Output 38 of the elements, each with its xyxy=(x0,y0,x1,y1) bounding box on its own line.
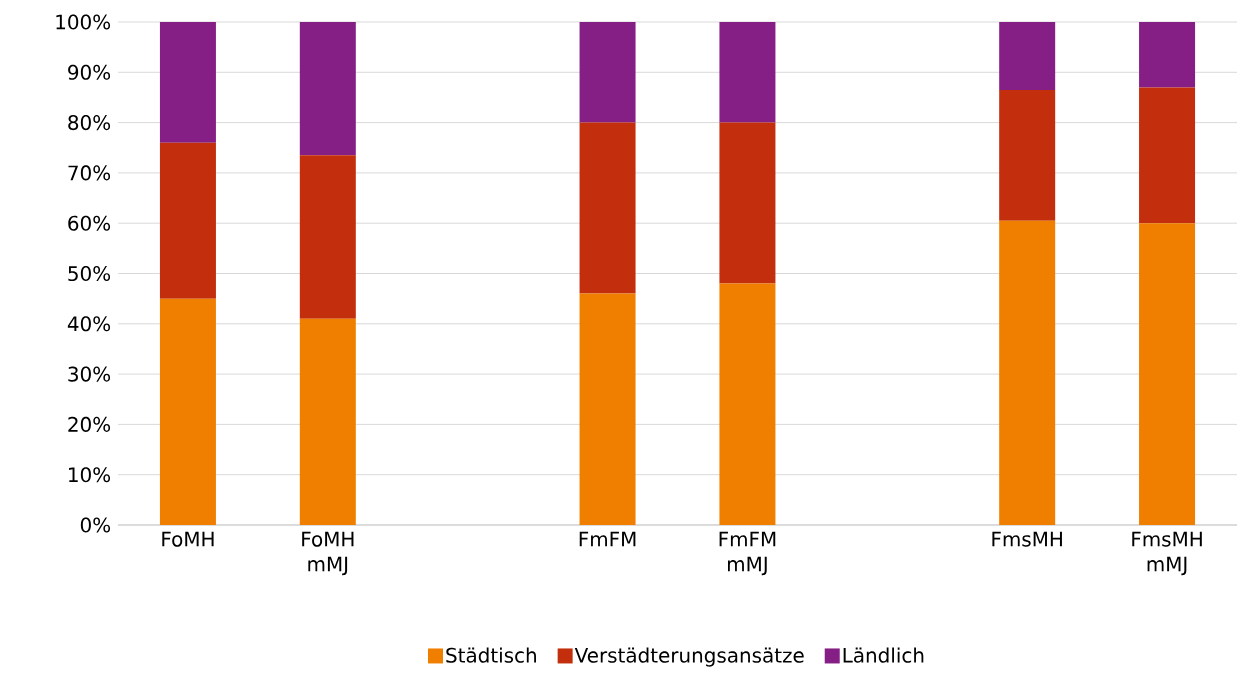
bar xyxy=(299,318,356,525)
x-tick-label: FmsMH xyxy=(992,531,1062,547)
bar xyxy=(999,220,1056,525)
bar xyxy=(719,21,776,123)
bar xyxy=(999,21,1056,90)
bar xyxy=(159,298,216,525)
x-tick-label: FmsMH mMJ xyxy=(1132,531,1202,576)
legend-label: Ländlich xyxy=(843,647,924,663)
x-tick-label: FoMH xyxy=(162,531,214,547)
bar xyxy=(719,122,776,284)
y-tick-label: 40% xyxy=(67,316,111,332)
bar xyxy=(159,21,216,143)
y-tick-label: 30% xyxy=(68,366,111,382)
bar xyxy=(1139,87,1196,224)
x-tick-label: FoMH mMJ xyxy=(302,531,354,576)
bar xyxy=(579,293,636,525)
y-tick-label: 0% xyxy=(80,517,111,533)
y-tick-label: 90% xyxy=(68,64,111,80)
bar xyxy=(719,283,776,525)
legend-label: Verstädterungsansätze xyxy=(574,647,804,667)
y-tick-label: 80% xyxy=(68,115,111,131)
bar xyxy=(579,21,636,123)
y-tick-label: 100% xyxy=(56,14,111,30)
y-tick-label: 70% xyxy=(68,165,111,181)
bar xyxy=(999,89,1056,221)
y-tick-label: 50% xyxy=(68,265,111,282)
x-tick-label: FmFM xyxy=(579,531,636,547)
legend-label: Städtisch xyxy=(446,647,536,663)
bar xyxy=(299,21,356,156)
bar xyxy=(1139,223,1196,525)
y-tick-label: 20% xyxy=(68,416,111,432)
y-tick-label: 60% xyxy=(68,215,111,231)
bar xyxy=(1139,21,1196,88)
bar xyxy=(159,142,216,299)
bar xyxy=(579,122,636,294)
x-tick-label: FmFM mMJ xyxy=(719,531,776,576)
bar xyxy=(299,155,356,319)
y-tick-label: 10% xyxy=(69,467,111,483)
